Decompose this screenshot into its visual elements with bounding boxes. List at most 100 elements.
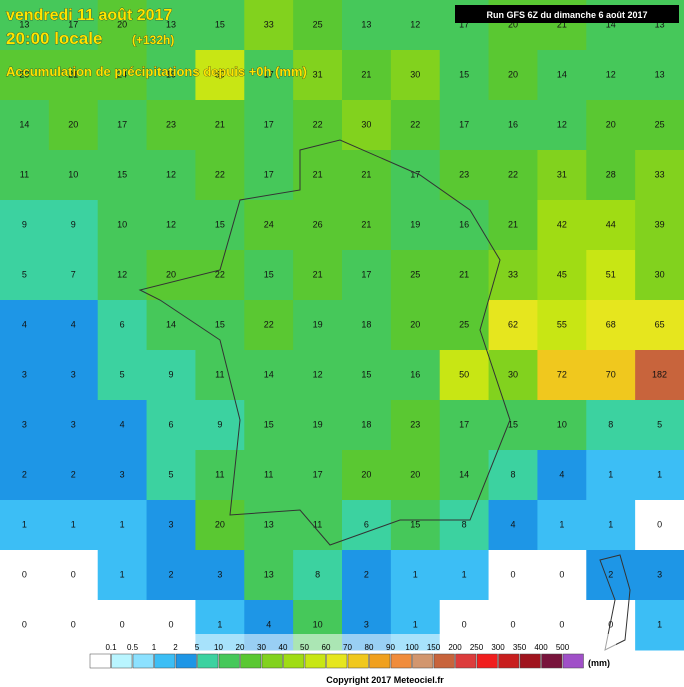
precip-cell: [146, 550, 196, 601]
precip-value: 12: [166, 169, 176, 179]
precip-value: 70: [606, 369, 616, 379]
precip-value: 21: [68, 69, 78, 79]
precip-cell: [488, 100, 538, 151]
precip-cell: [244, 250, 294, 301]
precip-value: 21: [508, 219, 518, 229]
precip-cell: [342, 0, 392, 51]
legend-label: 200: [448, 643, 462, 652]
precip-value: 1: [608, 469, 613, 479]
precip-value: 31: [313, 69, 323, 79]
precip-value: 8: [462, 519, 467, 529]
precip-value: 15: [361, 369, 371, 379]
precip-value: 14: [606, 19, 616, 29]
precip-cell: [635, 550, 684, 601]
precip-cell: [390, 150, 441, 201]
precip-value: 3: [120, 469, 125, 479]
precip-cell: [439, 350, 490, 401]
precip-value: 25: [459, 319, 469, 329]
precip-cell: [48, 400, 99, 451]
corsica-outline: [599, 554, 631, 651]
precip-value: 19: [410, 219, 420, 229]
precip-cell: [390, 50, 441, 101]
precip-cell: [195, 250, 245, 301]
precip-cell: [342, 450, 392, 501]
precip-cell: [635, 300, 684, 351]
precip-value: 13: [264, 519, 274, 529]
legend-label: 0.5: [127, 643, 139, 652]
copyright: Copyright 2017 Meteociel.fr: [326, 675, 444, 685]
precip-cell: [586, 50, 636, 101]
precip-value: 15: [264, 269, 274, 279]
legend-swatch: [369, 653, 391, 669]
precip-value: 12: [166, 219, 176, 229]
precip-value: 11: [215, 469, 224, 479]
precip-value: 3: [168, 519, 173, 529]
precip-value: 0: [657, 519, 662, 529]
precip-value: 9: [168, 369, 173, 379]
precip-value: 20: [117, 19, 127, 29]
precip-cell: [97, 500, 148, 551]
precip-cell: [293, 400, 343, 451]
precip-cell: [0, 150, 50, 201]
precip-value: 20: [361, 469, 371, 479]
precip-value: 9: [71, 219, 76, 229]
precip-cell: [48, 150, 99, 201]
precip-cell: [293, 150, 343, 201]
precip-cell: [48, 250, 99, 301]
precip-value: 5: [22, 269, 27, 279]
precip-cell: [635, 500, 684, 551]
france-outline: [138, 139, 511, 546]
precip-cell: [635, 50, 684, 101]
precip-cell: [586, 350, 636, 401]
legend-swatch: [304, 653, 326, 669]
precip-value: 0: [462, 619, 467, 629]
precip-value: 20: [215, 519, 225, 529]
precip-value: 15: [215, 219, 225, 229]
legend-swatch: [132, 653, 154, 669]
legend-swatch: [218, 653, 240, 669]
precip-value: 9: [217, 419, 222, 429]
precip-value: 1: [657, 469, 662, 479]
precip-value: 33: [508, 269, 518, 279]
precip-value: 1: [413, 569, 418, 579]
precip-value: 24: [117, 69, 127, 79]
precip-cell: [97, 550, 148, 601]
precip-value: 17: [117, 119, 127, 129]
precip-value: 3: [71, 419, 76, 429]
precip-cell: [146, 150, 196, 201]
precip-value: 23: [459, 169, 469, 179]
precip-cell: [97, 250, 148, 301]
precip-value: 10: [557, 419, 567, 429]
legend-label: 10: [214, 643, 223, 652]
precip-value: 42: [557, 219, 567, 229]
precip-value: 14: [166, 319, 176, 329]
precip-value: 30: [655, 269, 665, 279]
precip-value: 1: [120, 519, 125, 529]
precip-cell: [488, 450, 538, 501]
precip-value: 72: [557, 369, 567, 379]
precip-cell: [488, 400, 538, 451]
precip-value: 21: [361, 69, 371, 79]
precip-cell: [390, 100, 441, 151]
precip-cell: [586, 200, 636, 251]
precip-cell: [342, 250, 392, 301]
precip-value: 20: [410, 319, 420, 329]
legend-swatch: [154, 653, 176, 669]
precip-value: 31: [557, 169, 567, 179]
precip-cell: [488, 550, 538, 601]
precip-cell: [537, 550, 587, 601]
run-label: Run GFS 6Z du dimanche 6 août 2017: [486, 10, 647, 20]
precip-value: 55: [557, 319, 567, 329]
legend-label: 90: [386, 643, 395, 652]
precip-value: 10: [313, 619, 323, 629]
precip-value: 22: [264, 319, 274, 329]
legend-label: 300: [491, 643, 505, 652]
precip-cell: [390, 300, 441, 351]
legend-label: 400: [534, 643, 548, 652]
precip-value: 14: [19, 119, 29, 129]
precip-cell: [439, 150, 490, 201]
precip-cell: [635, 400, 684, 451]
precip-cell: [146, 400, 196, 451]
legend-swatch: [326, 653, 348, 669]
